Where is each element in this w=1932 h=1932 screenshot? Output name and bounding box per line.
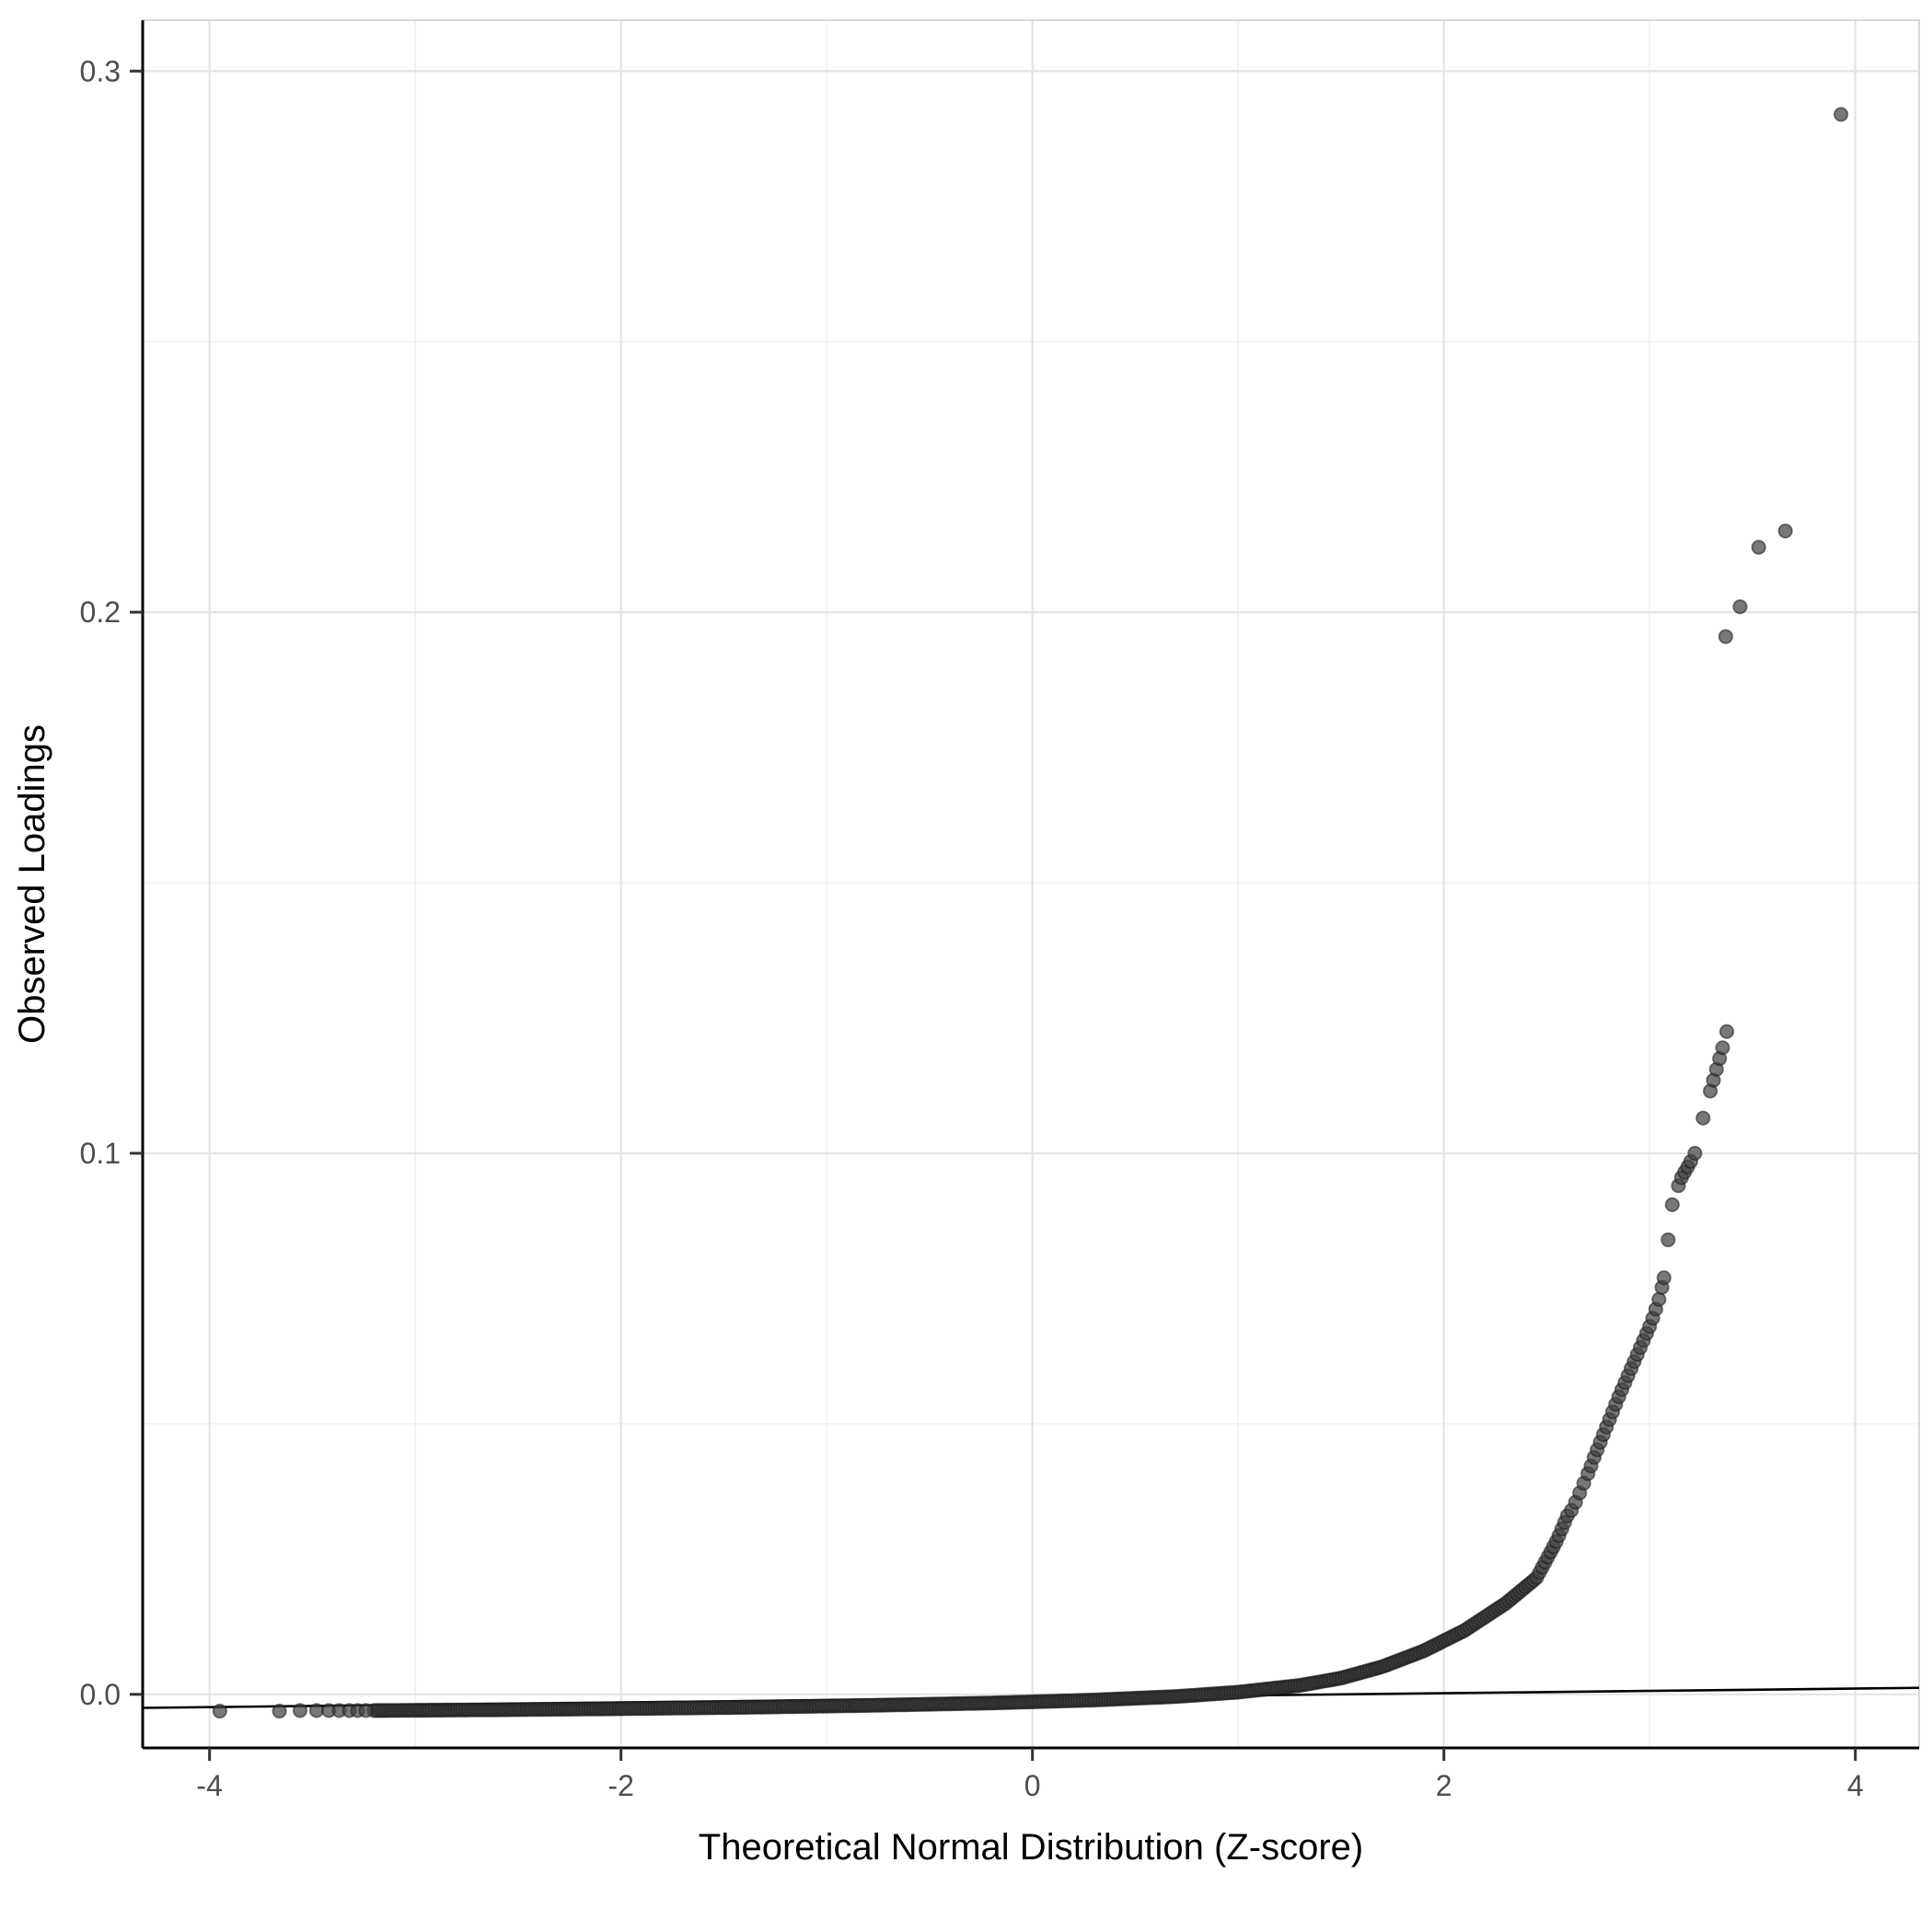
x-axis-title: Theoretical Normal Distribution (Z-score…: [699, 1827, 1363, 1868]
y-axis-title: Observed Loadings: [12, 724, 52, 1044]
y-tick-label: 0.3: [80, 54, 121, 87]
y-tick-label: 0.1: [80, 1137, 121, 1170]
panel-border: [142, 19, 1920, 1749]
y-tick-label: 0.0: [80, 1678, 121, 1711]
axes: [130, 20, 1919, 1761]
tick-labels: -4 -2 0 2 4 0.0 0.1 0.2 0.3: [80, 54, 1864, 1802]
scatter-points: [212, 107, 1849, 1719]
x-tick-label: 0: [1024, 1769, 1041, 1802]
gridlines: [143, 20, 1919, 1748]
x-tick-label: 2: [1436, 1769, 1452, 1802]
x-tick-label: -4: [196, 1769, 222, 1802]
x-tick-label: -2: [607, 1769, 633, 1802]
x-tick-label: 4: [1847, 1769, 1864, 1802]
y-tick-label: 0.2: [80, 596, 121, 629]
